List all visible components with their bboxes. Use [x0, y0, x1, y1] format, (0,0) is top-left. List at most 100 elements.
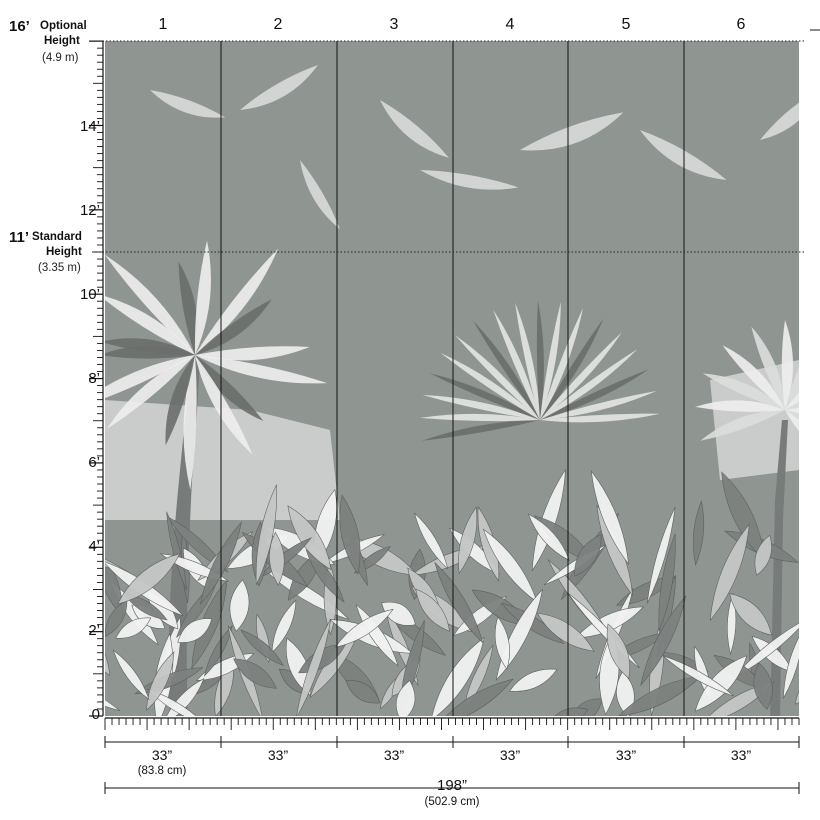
fan-palm-leaf	[472, 320, 540, 420]
panel-number-5: 5	[621, 16, 631, 33]
palm-frond	[194, 240, 211, 355]
undergrowth-leaf	[414, 512, 449, 570]
height-tick-label: 4’	[88, 538, 100, 555]
undergrowth-leaf	[117, 553, 181, 605]
undergrowth-leaf	[146, 651, 175, 711]
undergrowth-leaf	[177, 618, 213, 643]
standard-height-label-line2: Height	[46, 246, 82, 258]
undergrowth-leaf	[590, 469, 630, 566]
undergrowth-leaf	[596, 504, 634, 597]
standard-height-metric: (3.35 m)	[38, 262, 81, 274]
fan-palm-leaf	[540, 390, 657, 420]
undergrowth-leaf	[751, 635, 793, 673]
total-width-label: 198”	[436, 777, 468, 794]
undergrowth-leaf	[395, 680, 416, 716]
optional-height-value: 16’	[9, 18, 30, 35]
fan-palm-leaf	[515, 302, 540, 420]
undergrowth-leaf	[339, 494, 361, 576]
canopy-frond	[240, 65, 318, 110]
panel-number-4: 4	[505, 16, 515, 33]
undergrowth-leaf	[115, 617, 152, 639]
palm-frond	[700, 410, 785, 441]
height-tick-label: 8’	[88, 370, 100, 387]
height-tick-label: 2’	[88, 622, 100, 639]
undergrowth-leaf	[445, 678, 514, 716]
undergrowth-leaf	[658, 533, 676, 632]
panel-width-label: 33”	[615, 747, 637, 763]
fan-palm-leaf	[421, 420, 540, 441]
palm-frond	[195, 355, 253, 455]
palm-frond	[722, 345, 785, 410]
palm-frond	[195, 355, 264, 421]
panel-width-label: 33”	[151, 747, 173, 763]
undergrowth-leaf	[415, 588, 450, 632]
palm-frond	[105, 338, 195, 356]
fan-palm-leaf	[493, 309, 540, 420]
undergrowth-leaf	[640, 594, 687, 687]
standard-height-value: 11’	[9, 229, 30, 246]
undergrowth-leaf	[105, 558, 123, 616]
undergrowth-leaf	[381, 601, 416, 626]
undergrowth-leaf	[754, 534, 772, 576]
panel-number-2: 2	[273, 16, 283, 33]
panel-number-3: 3	[389, 16, 399, 33]
palm-frond	[702, 373, 785, 410]
fan-palm-leaf	[540, 318, 604, 420]
fan-palm-leaf	[536, 300, 545, 420]
height-tick-label: 6’	[88, 454, 100, 471]
undergrowth-leaf	[554, 707, 589, 716]
fan-palm-leaf	[540, 349, 638, 420]
palm-frond	[785, 392, 799, 410]
canopy-frond	[420, 170, 519, 190]
palm-frond	[105, 355, 195, 399]
undergrowth-leaf	[105, 699, 121, 711]
fan-palm-leaf	[540, 307, 584, 420]
undergrowth-leaf	[240, 629, 284, 666]
palm-frond	[695, 400, 785, 412]
undergrowth-leaf	[527, 513, 570, 562]
undergrowth-leaf	[334, 608, 394, 648]
palm-frond	[785, 410, 799, 432]
canopy-frond	[760, 102, 799, 140]
undergrowth-leaf	[229, 579, 250, 632]
fan-palm-leaf	[540, 301, 561, 420]
undergrowth-leaf	[494, 616, 510, 670]
optional-height-label-line2: Height	[44, 35, 80, 47]
palm-frond	[751, 326, 785, 410]
palm-frond	[178, 261, 198, 355]
undergrowth-leaf	[606, 623, 630, 679]
undergrowth-leaf	[345, 680, 381, 704]
palm-frond	[165, 355, 195, 446]
undergrowth-leaf	[203, 624, 233, 677]
canopy-frond	[520, 112, 624, 151]
panel-width-label: 33”	[383, 747, 405, 763]
undergrowth-leaf	[694, 655, 748, 712]
panel-width-metric: (83.8 cm)	[137, 765, 187, 777]
undergrowth-leaf	[431, 636, 485, 716]
undergrowth-leaf	[269, 531, 285, 586]
panel-width-label: 33”	[499, 747, 521, 763]
undergrowth-leaf	[105, 653, 111, 676]
height-tick-label: 14’	[79, 118, 100, 135]
fan-palm-leaf	[420, 413, 540, 422]
undergrowth-leaf	[709, 523, 750, 622]
palm-frond	[195, 299, 272, 355]
height-tick-label: 0	[91, 706, 100, 723]
fan-palm-leaf	[540, 332, 622, 420]
standard-height-label: Standard	[32, 231, 82, 243]
canopy-frond	[380, 100, 449, 158]
undergrowth-leaf	[733, 622, 799, 678]
mural-area	[105, 41, 799, 716]
undergrowth-leaf	[287, 505, 332, 571]
undergrowth-leaf	[692, 500, 705, 566]
undergrowth-leaf	[727, 592, 737, 656]
palm-frond	[781, 320, 793, 410]
fan-palm-leaf	[440, 352, 540, 420]
palm-frond	[183, 355, 197, 490]
undergrowth-leaf	[795, 690, 799, 705]
undergrowth-leaf	[662, 655, 735, 697]
undergrowth-leaf	[729, 593, 773, 636]
undergrowth-leaf	[271, 599, 297, 654]
